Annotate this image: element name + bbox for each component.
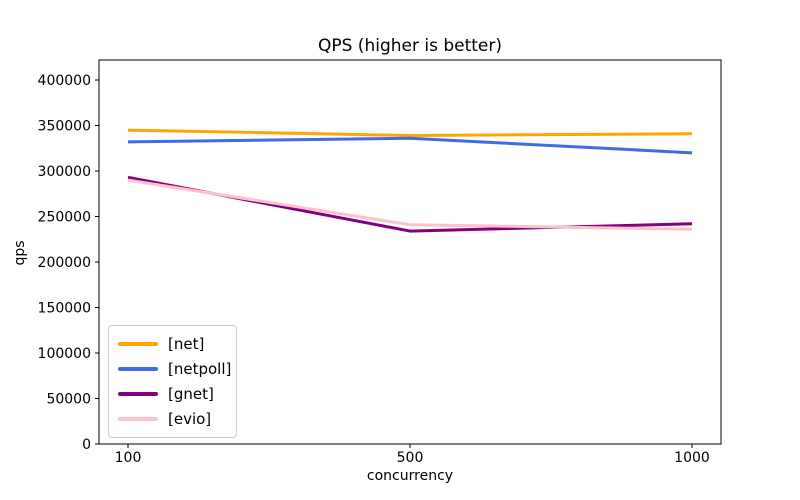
legend: [net] [netpoll] [gnet] [evio]	[108, 325, 237, 438]
legend-swatch-evio	[118, 417, 158, 422]
y-tick-label: 250000	[38, 210, 91, 226]
legend-label-evio: [evio]	[168, 410, 212, 429]
y-tick-label: 150000	[38, 301, 91, 317]
legend-item-gnet: [gnet]	[118, 382, 236, 407]
x-tick-label: 100	[115, 450, 142, 466]
plot-area-border	[98, 59, 722, 445]
legend-item-net: [net]	[118, 331, 236, 356]
legend-label-netpoll: [netpoll]	[168, 359, 232, 378]
y-tick-label: 200000	[38, 255, 91, 271]
series-line-gnet	[127, 175, 693, 233]
x-axis-label: concurrency	[366, 468, 454, 484]
x-tick-label: 1000	[674, 450, 710, 466]
legend-label-net: [net]	[168, 334, 205, 353]
y-tick-label: 300000	[38, 164, 91, 180]
y-tick-label: 100000	[38, 346, 91, 362]
y-axis-label: qps	[12, 240, 28, 266]
legend-label-gnet: [gnet]	[168, 385, 214, 404]
legend-item-evio: [evio]	[118, 407, 236, 432]
legend-swatch-gnet	[118, 392, 158, 397]
x-tick-label: 500	[397, 450, 424, 466]
chart-title: QPS (higher is better)	[317, 36, 503, 56]
y-tick-label: 0	[82, 437, 91, 453]
series-line-netpoll	[127, 136, 693, 155]
series-line-evio	[127, 178, 693, 231]
y-tick-label: 350000	[38, 119, 91, 135]
legend-item-netpoll: [netpoll]	[118, 356, 236, 381]
legend-swatch-netpoll	[118, 366, 158, 371]
y-tick-label: 50000	[46, 392, 91, 408]
y-tick-label: 400000	[38, 73, 91, 89]
series-line-net	[127, 128, 693, 138]
legend-swatch-net	[118, 341, 158, 346]
